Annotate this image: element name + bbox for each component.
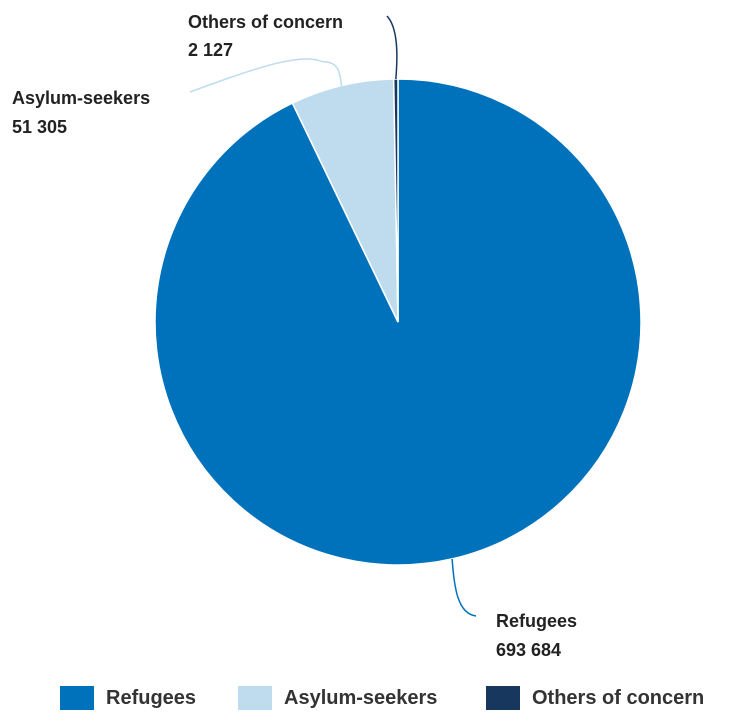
label-name-refugees: Refugees [496, 611, 577, 631]
legend: Refugees Asylum-seekers Others of concer… [0, 681, 736, 715]
leader-line-refugees [451, 558, 477, 617]
leader-line-others-of-concern [386, 15, 398, 80]
leader-line-asylum-seekers [189, 58, 343, 93]
label-value-refugees: 693 684 [496, 640, 561, 660]
label-name-others-of-concern: Others of concern [188, 12, 343, 32]
legend-item-refugees: Refugees [60, 681, 196, 715]
pie-chart: Others of concern 2 127 Asylum-seekers 5… [12, 12, 642, 660]
label-value-others-of-concern: 2 127 [188, 40, 233, 60]
pie-slices [154, 78, 642, 566]
legend-item-others-of-concern: Others of concern [486, 681, 704, 715]
legend-swatch-refugees [60, 686, 94, 710]
legend-item-asylum-seekers: Asylum-seekers [238, 681, 437, 715]
legend-swatch-others-of-concern [486, 686, 520, 710]
label-value-asylum-seekers: 51 305 [12, 117, 67, 137]
legend-label-asylum-seekers: Asylum-seekers [284, 686, 438, 709]
legend-swatch-asylum-seekers [238, 686, 272, 710]
label-name-asylum-seekers: Asylum-seekers [12, 88, 150, 108]
leader-lines [189, 15, 477, 617]
legend-label-others-of-concern: Others of concern [532, 686, 705, 709]
pie-slice-others-of-concern [392, 78, 399, 323]
legend-label-refugees: Refugees [106, 686, 197, 709]
